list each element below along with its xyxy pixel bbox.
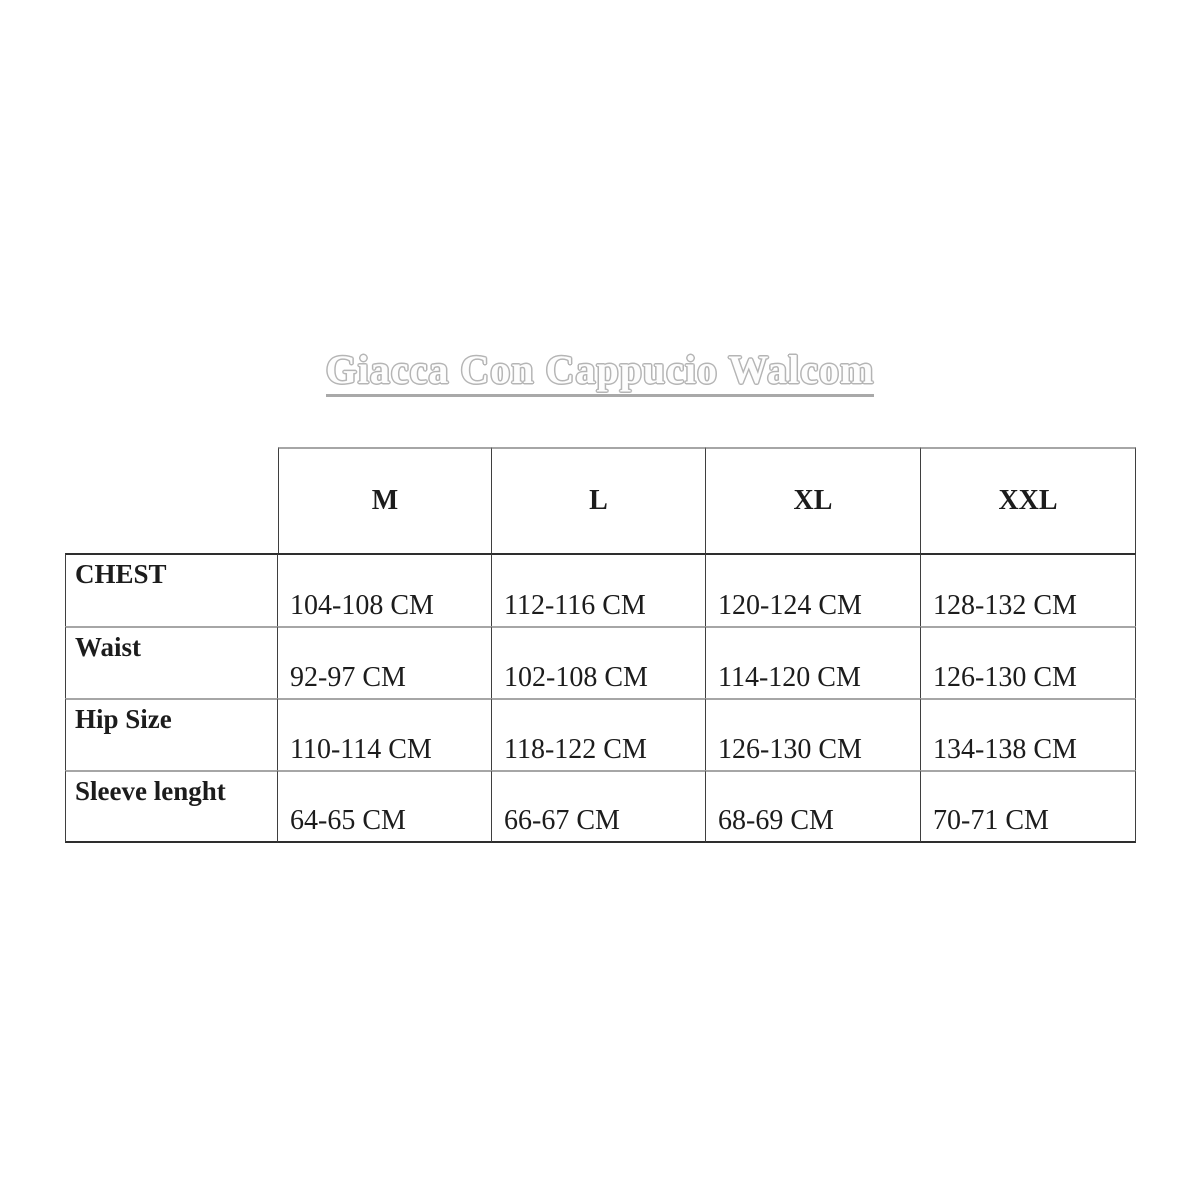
value-hip-xxl: 134-138 CM	[921, 698, 1136, 770]
value-waist-m: 92-97 CM	[278, 626, 492, 698]
value-chest-xxl: 128-132 CM	[921, 553, 1136, 626]
size-table: M L XL XXL CHEST 104-108 CM 112-116 CM 1…	[65, 447, 1136, 843]
value-waist-l: 102-108 CM	[492, 626, 706, 698]
value-sleeve-xl: 68-69 CM	[706, 770, 921, 843]
value-waist-xxl: 126-130 CM	[921, 626, 1136, 698]
corner-cell	[65, 447, 278, 553]
column-header-m: M	[278, 447, 492, 553]
column-header-l: L	[492, 447, 706, 553]
row-label-chest: CHEST	[65, 553, 278, 626]
value-hip-l: 118-122 CM	[492, 698, 706, 770]
column-header-xxl: XXL	[921, 447, 1136, 553]
value-sleeve-m: 64-65 CM	[278, 770, 492, 843]
chart-title-wrap: Giacca Con Cappucio Walcom	[0, 348, 1200, 397]
value-hip-m: 110-114 CM	[278, 698, 492, 770]
value-sleeve-xxl: 70-71 CM	[921, 770, 1136, 843]
value-chest-xl: 120-124 CM	[706, 553, 921, 626]
column-header-xl: XL	[706, 447, 921, 553]
chart-title: Giacca Con Cappucio Walcom	[325, 348, 875, 397]
value-hip-xl: 126-130 CM	[706, 698, 921, 770]
value-waist-xl: 114-120 CM	[706, 626, 921, 698]
value-chest-m: 104-108 CM	[278, 553, 492, 626]
row-label-waist: Waist	[65, 626, 278, 698]
value-chest-l: 112-116 CM	[492, 553, 706, 626]
row-label-sleeve-length: Sleeve lenght	[65, 770, 278, 843]
value-sleeve-l: 66-67 CM	[492, 770, 706, 843]
row-label-hip-size: Hip Size	[65, 698, 278, 770]
